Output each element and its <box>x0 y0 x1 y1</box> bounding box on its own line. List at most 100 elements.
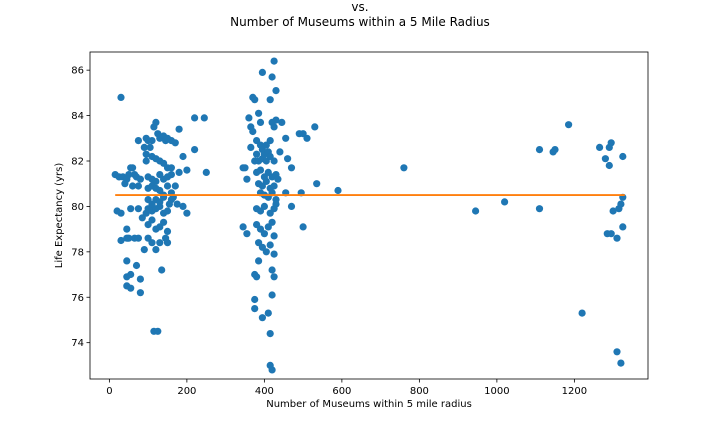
plot-frame <box>89 51 649 380</box>
data-point <box>146 143 154 151</box>
data-point <box>258 68 266 76</box>
data-point <box>136 289 144 297</box>
data-point <box>127 205 135 213</box>
data-point <box>134 205 142 213</box>
y-tick-label: 74 <box>71 338 84 349</box>
points-layer <box>111 57 627 374</box>
data-point <box>619 223 627 231</box>
data-point <box>175 168 183 176</box>
data-point <box>243 230 251 238</box>
data-point <box>268 73 276 81</box>
data-point <box>200 114 208 122</box>
data-point <box>191 114 199 122</box>
y-tick-label: 76 <box>71 293 84 304</box>
data-point <box>167 164 175 172</box>
data-point <box>154 327 162 335</box>
data-point <box>249 127 257 136</box>
x-tick-label: 200 <box>177 386 196 397</box>
data-point <box>334 186 342 195</box>
data-point <box>268 291 276 299</box>
data-point <box>163 207 172 215</box>
data-point <box>163 239 172 247</box>
data-point <box>303 134 311 142</box>
x-tick-label: 0 <box>106 386 112 397</box>
data-point <box>268 266 276 274</box>
data-point <box>163 227 172 235</box>
data-point <box>127 284 135 292</box>
data-point <box>167 171 175 179</box>
data-point <box>274 175 282 183</box>
data-point <box>142 134 150 142</box>
data-point <box>152 246 160 254</box>
data-point <box>160 218 168 226</box>
data-point <box>132 261 141 270</box>
data-point <box>605 161 613 170</box>
data-point <box>258 314 266 322</box>
y-tick-label: 84 <box>71 111 84 122</box>
data-point <box>171 139 179 147</box>
data-point <box>117 209 125 217</box>
data-point <box>175 125 183 133</box>
data-point <box>117 236 125 245</box>
data-point <box>262 177 270 185</box>
data-point <box>313 180 321 188</box>
data-point <box>501 198 509 206</box>
data-point <box>287 164 296 172</box>
data-point <box>256 166 265 174</box>
data-point <box>142 150 150 158</box>
data-point <box>284 155 292 163</box>
data-point <box>276 148 284 156</box>
y-tick-label: 78 <box>71 247 84 258</box>
data-point <box>270 123 278 131</box>
data-point <box>134 182 142 190</box>
data-point <box>158 266 166 274</box>
data-point <box>299 223 307 231</box>
y-tick-label: 82 <box>71 157 84 168</box>
data-point <box>191 146 199 154</box>
data-point <box>251 270 259 279</box>
x-tick-label: 400 <box>255 386 274 397</box>
data-point <box>256 118 265 126</box>
x-tick-label: 800 <box>410 386 429 397</box>
data-point <box>311 123 319 131</box>
data-point <box>140 143 148 151</box>
data-point <box>247 143 255 151</box>
x-tick-label: 600 <box>332 386 351 397</box>
data-point <box>262 248 270 256</box>
data-point <box>249 93 257 101</box>
data-point <box>272 116 280 124</box>
data-point <box>270 157 278 165</box>
data-point <box>148 239 156 247</box>
data-point <box>617 200 625 208</box>
data-point <box>123 257 131 265</box>
data-point <box>264 309 272 317</box>
data-point <box>266 330 274 338</box>
data-point <box>596 143 604 151</box>
data-point <box>266 137 274 145</box>
data-point <box>278 118 286 126</box>
data-point <box>148 216 156 224</box>
data-point <box>260 230 268 238</box>
data-point <box>255 109 263 117</box>
data-point <box>123 273 131 281</box>
data-point <box>134 234 142 242</box>
data-point <box>202 168 210 176</box>
data-point <box>270 57 278 65</box>
data-point <box>617 359 625 367</box>
data-point <box>125 171 133 179</box>
data-point <box>565 121 573 129</box>
data-point <box>253 150 261 158</box>
data-point <box>251 305 259 313</box>
data-point <box>241 164 249 172</box>
data-point <box>272 200 280 208</box>
y-axis-label: Life Expectancy (yrs) <box>54 163 65 269</box>
data-point <box>125 234 133 242</box>
data-point <box>173 200 181 208</box>
data-point <box>268 218 276 226</box>
data-point <box>121 180 129 188</box>
data-point <box>148 137 156 145</box>
data-point <box>123 225 131 233</box>
data-point <box>245 114 253 122</box>
data-point <box>282 134 290 142</box>
